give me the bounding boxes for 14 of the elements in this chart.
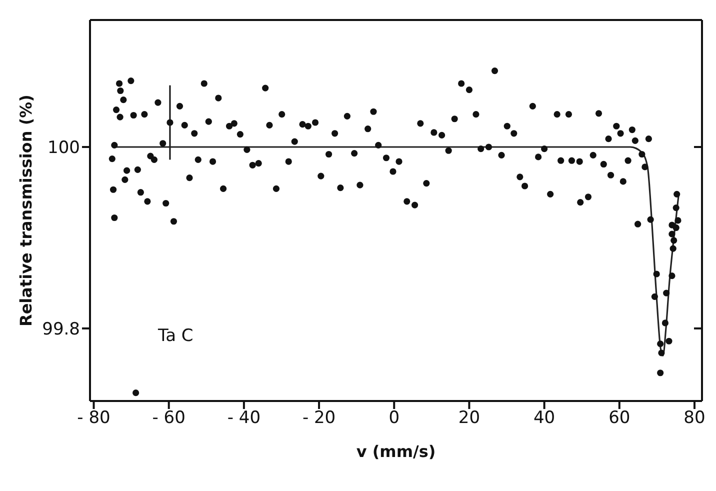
y-tick-label: 99.8 (42, 319, 80, 340)
x-tick-label: - 20 (302, 408, 336, 428)
x-tick-label: 0 (388, 408, 400, 428)
x-tick-label: - 60 (152, 408, 186, 428)
x-tick-label: 60 (608, 408, 630, 428)
y-tick-label: 100 (48, 138, 80, 158)
x-axis-title: v (mm/s) (356, 442, 436, 461)
annotation: Ta C (158, 326, 194, 346)
x-tick-label: - 40 (227, 408, 261, 428)
x-tick-label: 80 (684, 408, 706, 428)
x-tick-label: - 80 (77, 408, 110, 428)
x-tick-label: 40 (533, 408, 556, 428)
x-tick-label: 20 (458, 408, 480, 428)
y-axis-title: Relative transmission (%) (16, 94, 36, 326)
